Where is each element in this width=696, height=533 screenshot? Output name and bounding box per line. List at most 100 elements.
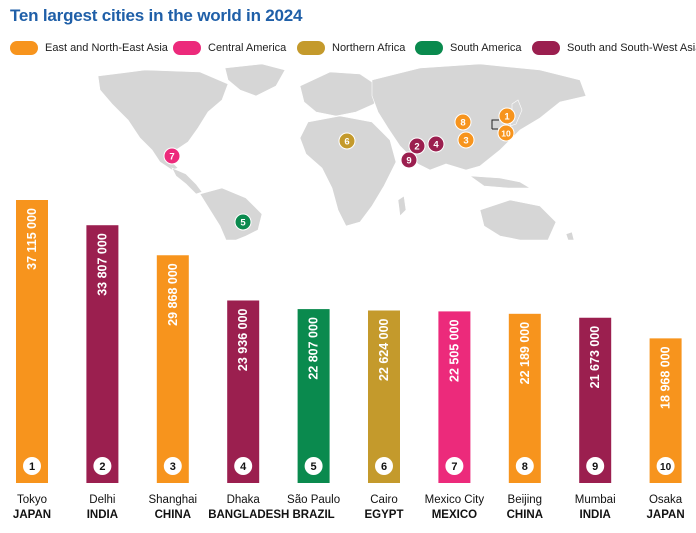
country-name: MEXICO	[431, 509, 478, 521]
bar	[227, 300, 260, 483]
legend-item: Northern Africa	[297, 40, 405, 56]
rank-badge-label: 3	[170, 461, 176, 473]
rank-badge-label: 7	[451, 461, 457, 473]
rank-badge	[163, 457, 182, 475]
city-label: Shanghai CHINA	[138, 493, 208, 523]
legend-swatch	[173, 41, 201, 55]
legend-label: East and North-East Asia	[45, 42, 168, 54]
city-name: Mexico City	[424, 494, 485, 506]
legend-label: South and South-West Asia	[567, 42, 696, 54]
rank-badge-label: 2	[99, 461, 105, 473]
map-marker-label: 8	[460, 118, 465, 129]
chart-title: Ten largest cities in the world in 2024	[10, 6, 303, 25]
map-marker	[457, 131, 475, 149]
legend-label: Central America	[208, 42, 287, 54]
map-madagascar	[397, 195, 407, 217]
bar	[438, 311, 471, 483]
rank-badge	[375, 457, 393, 475]
country-name: CHINA	[506, 509, 543, 521]
country-name: BANGLADESH	[208, 509, 290, 521]
map-marker-label: 9	[406, 156, 411, 167]
bar-value-label: 33 807 000	[95, 233, 109, 296]
map-markers: 1 2 3 4 5 6 7 8 9 10	[163, 107, 516, 231]
city-name: Shanghai	[148, 494, 198, 506]
rank-badge-label: 8	[522, 461, 528, 473]
map-asia	[371, 63, 587, 171]
legend-swatch	[532, 41, 560, 55]
country-name: JAPAN	[646, 509, 685, 521]
country-name: INDIA	[579, 509, 611, 521]
country-name: JAPAN	[12, 509, 52, 521]
map-marker	[454, 113, 472, 131]
map-marker-label: 6	[344, 137, 349, 148]
city-name: Dhaka	[226, 494, 260, 506]
rank-badge	[515, 457, 534, 475]
legend-item: South America	[415, 40, 522, 56]
country-name: CHINA	[154, 509, 191, 521]
bar-value-label: 22 505 000	[447, 319, 461, 382]
bar-value-label: 22 189 000	[518, 322, 532, 385]
rank-badge-label: 4	[240, 461, 247, 473]
rank-badge-label: 5	[311, 461, 317, 473]
map-new-zealand	[565, 231, 575, 240]
rank-badge	[23, 457, 41, 475]
bar-value-label: 21 673 000	[588, 326, 602, 389]
country-name: INDIA	[86, 509, 119, 521]
map-marker	[338, 132, 356, 150]
city-name: Beijing	[507, 494, 543, 506]
legend-swatch	[297, 41, 325, 55]
city-name: Osaka	[648, 494, 683, 506]
legend-item: East and North-East Asia	[10, 40, 168, 56]
map-marker	[163, 147, 181, 165]
legend-item: South and South-West Asia	[532, 40, 696, 56]
legend-item: Central America	[173, 40, 286, 56]
map-indonesia	[468, 175, 532, 189]
rank-badge-label: 9	[592, 461, 598, 473]
legend: East and North-East Asia Central America N…	[10, 40, 696, 58]
city-label: Tokyo JAPAN	[0, 493, 67, 523]
map-marker	[497, 124, 515, 142]
bar-value-label: 23 936 000	[236, 308, 250, 371]
city-label: São Paulo BRAZIL	[279, 493, 349, 523]
city-label: Cairo EGYPT	[349, 493, 419, 523]
city-name: Delhi	[89, 494, 116, 506]
rank-badge	[586, 457, 605, 475]
bar	[156, 255, 189, 483]
bar-value-label: 22 624 000	[377, 318, 391, 381]
bar-value-label: 29 868 000	[166, 263, 180, 326]
rank-badge	[656, 457, 675, 475]
map-europe	[299, 71, 379, 117]
map-marker-label: 3	[463, 136, 468, 147]
map-marker	[427, 135, 445, 153]
map-connector	[491, 119, 499, 130]
rank-badge-label: 6	[381, 461, 387, 473]
city-name: São Paulo	[287, 494, 341, 506]
city-label: Delhi INDIA	[67, 493, 137, 523]
legend-swatch	[415, 41, 443, 55]
city-name: Cairo	[370, 494, 398, 506]
city-label: Dhaka BANGLADESH	[208, 493, 290, 523]
map-marker-label: 5	[240, 218, 246, 229]
rank-badge	[445, 457, 464, 475]
legend-label: Northern Africa	[332, 42, 406, 54]
rank-badge	[304, 457, 323, 475]
map-marker	[408, 137, 426, 155]
city-label: Mumbai INDIA	[560, 493, 630, 523]
country-name: BRAZIL	[292, 509, 335, 521]
legend-label: South America	[450, 42, 522, 54]
city-name: Mumbai	[574, 494, 616, 506]
legend-swatch	[10, 41, 38, 55]
map-marker-label: 4	[433, 140, 439, 151]
map-greenland	[224, 63, 286, 97]
bar-value-label: 37 115 000	[25, 208, 39, 270]
bar	[297, 309, 330, 483]
bar	[86, 225, 119, 483]
map-marker	[498, 107, 516, 125]
city-label: Osaka JAPAN	[631, 493, 696, 523]
map-marker	[400, 151, 418, 169]
map-marker-label: 1	[504, 112, 510, 123]
bar	[508, 313, 541, 483]
rank-badge-label: 1	[29, 461, 35, 473]
bar-value-label: 22 807 000	[307, 317, 321, 380]
